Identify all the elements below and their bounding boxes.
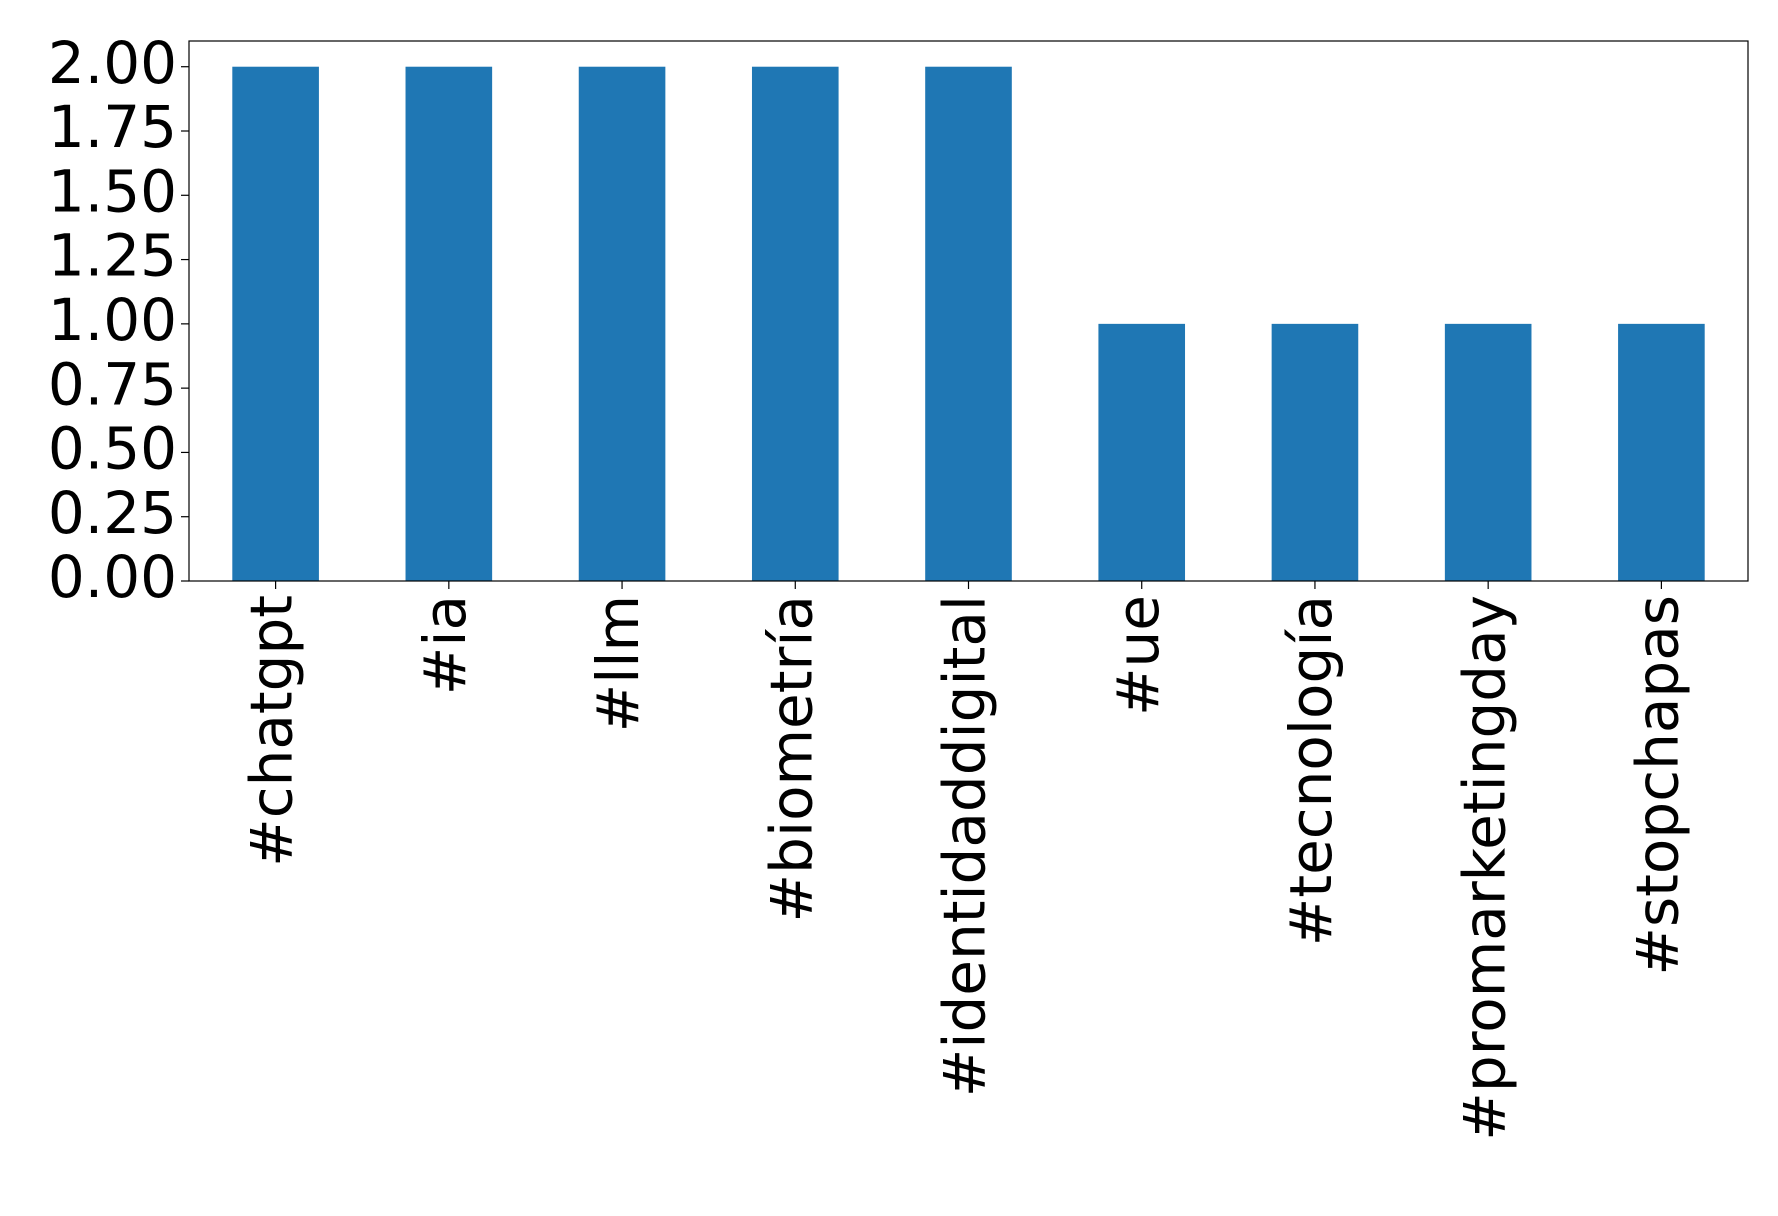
y-tick-label: 0.00	[48, 543, 177, 611]
y-tick-label: 2.00	[48, 29, 177, 97]
plot-frame	[188, 40, 1749, 582]
bar	[1444, 323, 1532, 581]
bar	[232, 66, 319, 581]
y-tick-label: 0.50	[48, 415, 177, 483]
x-tick-label: #ue	[1104, 595, 1172, 716]
y-tick-label: 0.25	[48, 479, 177, 547]
bar	[1271, 323, 1359, 581]
bar	[405, 66, 493, 581]
bar	[1618, 323, 1705, 581]
y-tick-label: 1.75	[48, 93, 177, 161]
y-tick-label: 1.25	[48, 222, 177, 290]
bar	[751, 66, 839, 581]
bar	[578, 66, 666, 581]
x-tick-label: #llm	[584, 595, 652, 732]
y-tick-label: 1.50	[48, 157, 177, 225]
x-tick-label: #promarketingday	[1450, 595, 1518, 1141]
x-tick-label: #identidaddigital	[931, 595, 999, 1097]
x-tick-label: #tecnología	[1277, 595, 1345, 946]
x-tick-label: #biometría	[757, 595, 825, 922]
bar	[925, 66, 1012, 581]
x-tick-label: #chatgpt	[238, 595, 306, 867]
y-tick-label: 1.00	[48, 286, 177, 354]
bar	[1098, 323, 1186, 581]
x-tick-label: #ia	[411, 595, 479, 695]
y-tick-label: 0.75	[48, 350, 177, 418]
x-tick-label: #stopchapas	[1623, 595, 1691, 976]
